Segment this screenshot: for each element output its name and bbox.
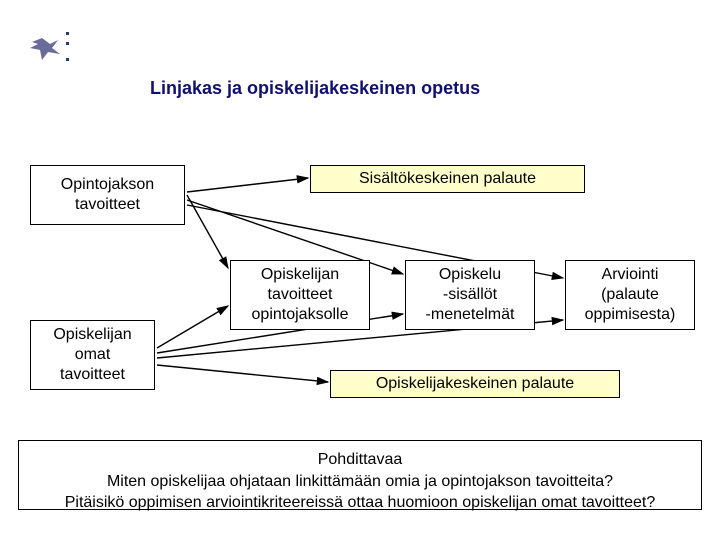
box-opintojakson-tavoitteet: Opintojaksontavoitteet <box>30 165 185 225</box>
box-label: Arviointi(palauteoppimisesta) <box>585 265 676 325</box>
box-label: Sisältökeskeinen palaute <box>359 169 536 189</box>
logo <box>30 30 80 70</box>
box-label: Opiskelu-sisällöt-menetelmät <box>426 265 515 325</box>
bottom-line2: Miten opiskelijaa ohjataan linkittämään … <box>29 471 691 493</box>
bottom-line3: Pitäisikö oppimisen arviointikriteereiss… <box>29 492 691 514</box>
box-opiskelijakeskeinen-palaute: Opiskelijakeskeinen palaute <box>330 370 620 398</box>
box-opiskelijan-omat-tavoitteet: Opiskelijanomattavoitteet <box>30 320 155 390</box>
box-label: Opiskelijanomattavoitteet <box>53 325 131 385</box>
box-sisaltokeskeinen-palaute: Sisältökeskeinen palaute <box>310 165 585 193</box>
bottom-line1: Pohdittavaa <box>29 449 691 471</box>
pohdittavaa-box: Pohdittavaa Miten opiskelijaa ohjataan l… <box>18 440 702 510</box>
page-title: Linjakas ja opiskelijakeskeinen opetus <box>150 78 480 99</box>
box-label: Opiskelijakeskeinen palaute <box>376 374 574 394</box>
box-arviointi: Arviointi(palauteoppimisesta) <box>565 260 695 330</box>
box-opiskelijan-tavoitteet-opintojaksolle: Opiskelijantavoitteetopintojaksolle <box>230 260 370 330</box>
box-opiskelu: Opiskelu-sisällöt-menetelmät <box>405 260 535 330</box>
box-label: Opiskelijantavoitteetopintojaksolle <box>252 265 349 325</box>
box-label: Opintojaksontavoitteet <box>61 175 154 215</box>
